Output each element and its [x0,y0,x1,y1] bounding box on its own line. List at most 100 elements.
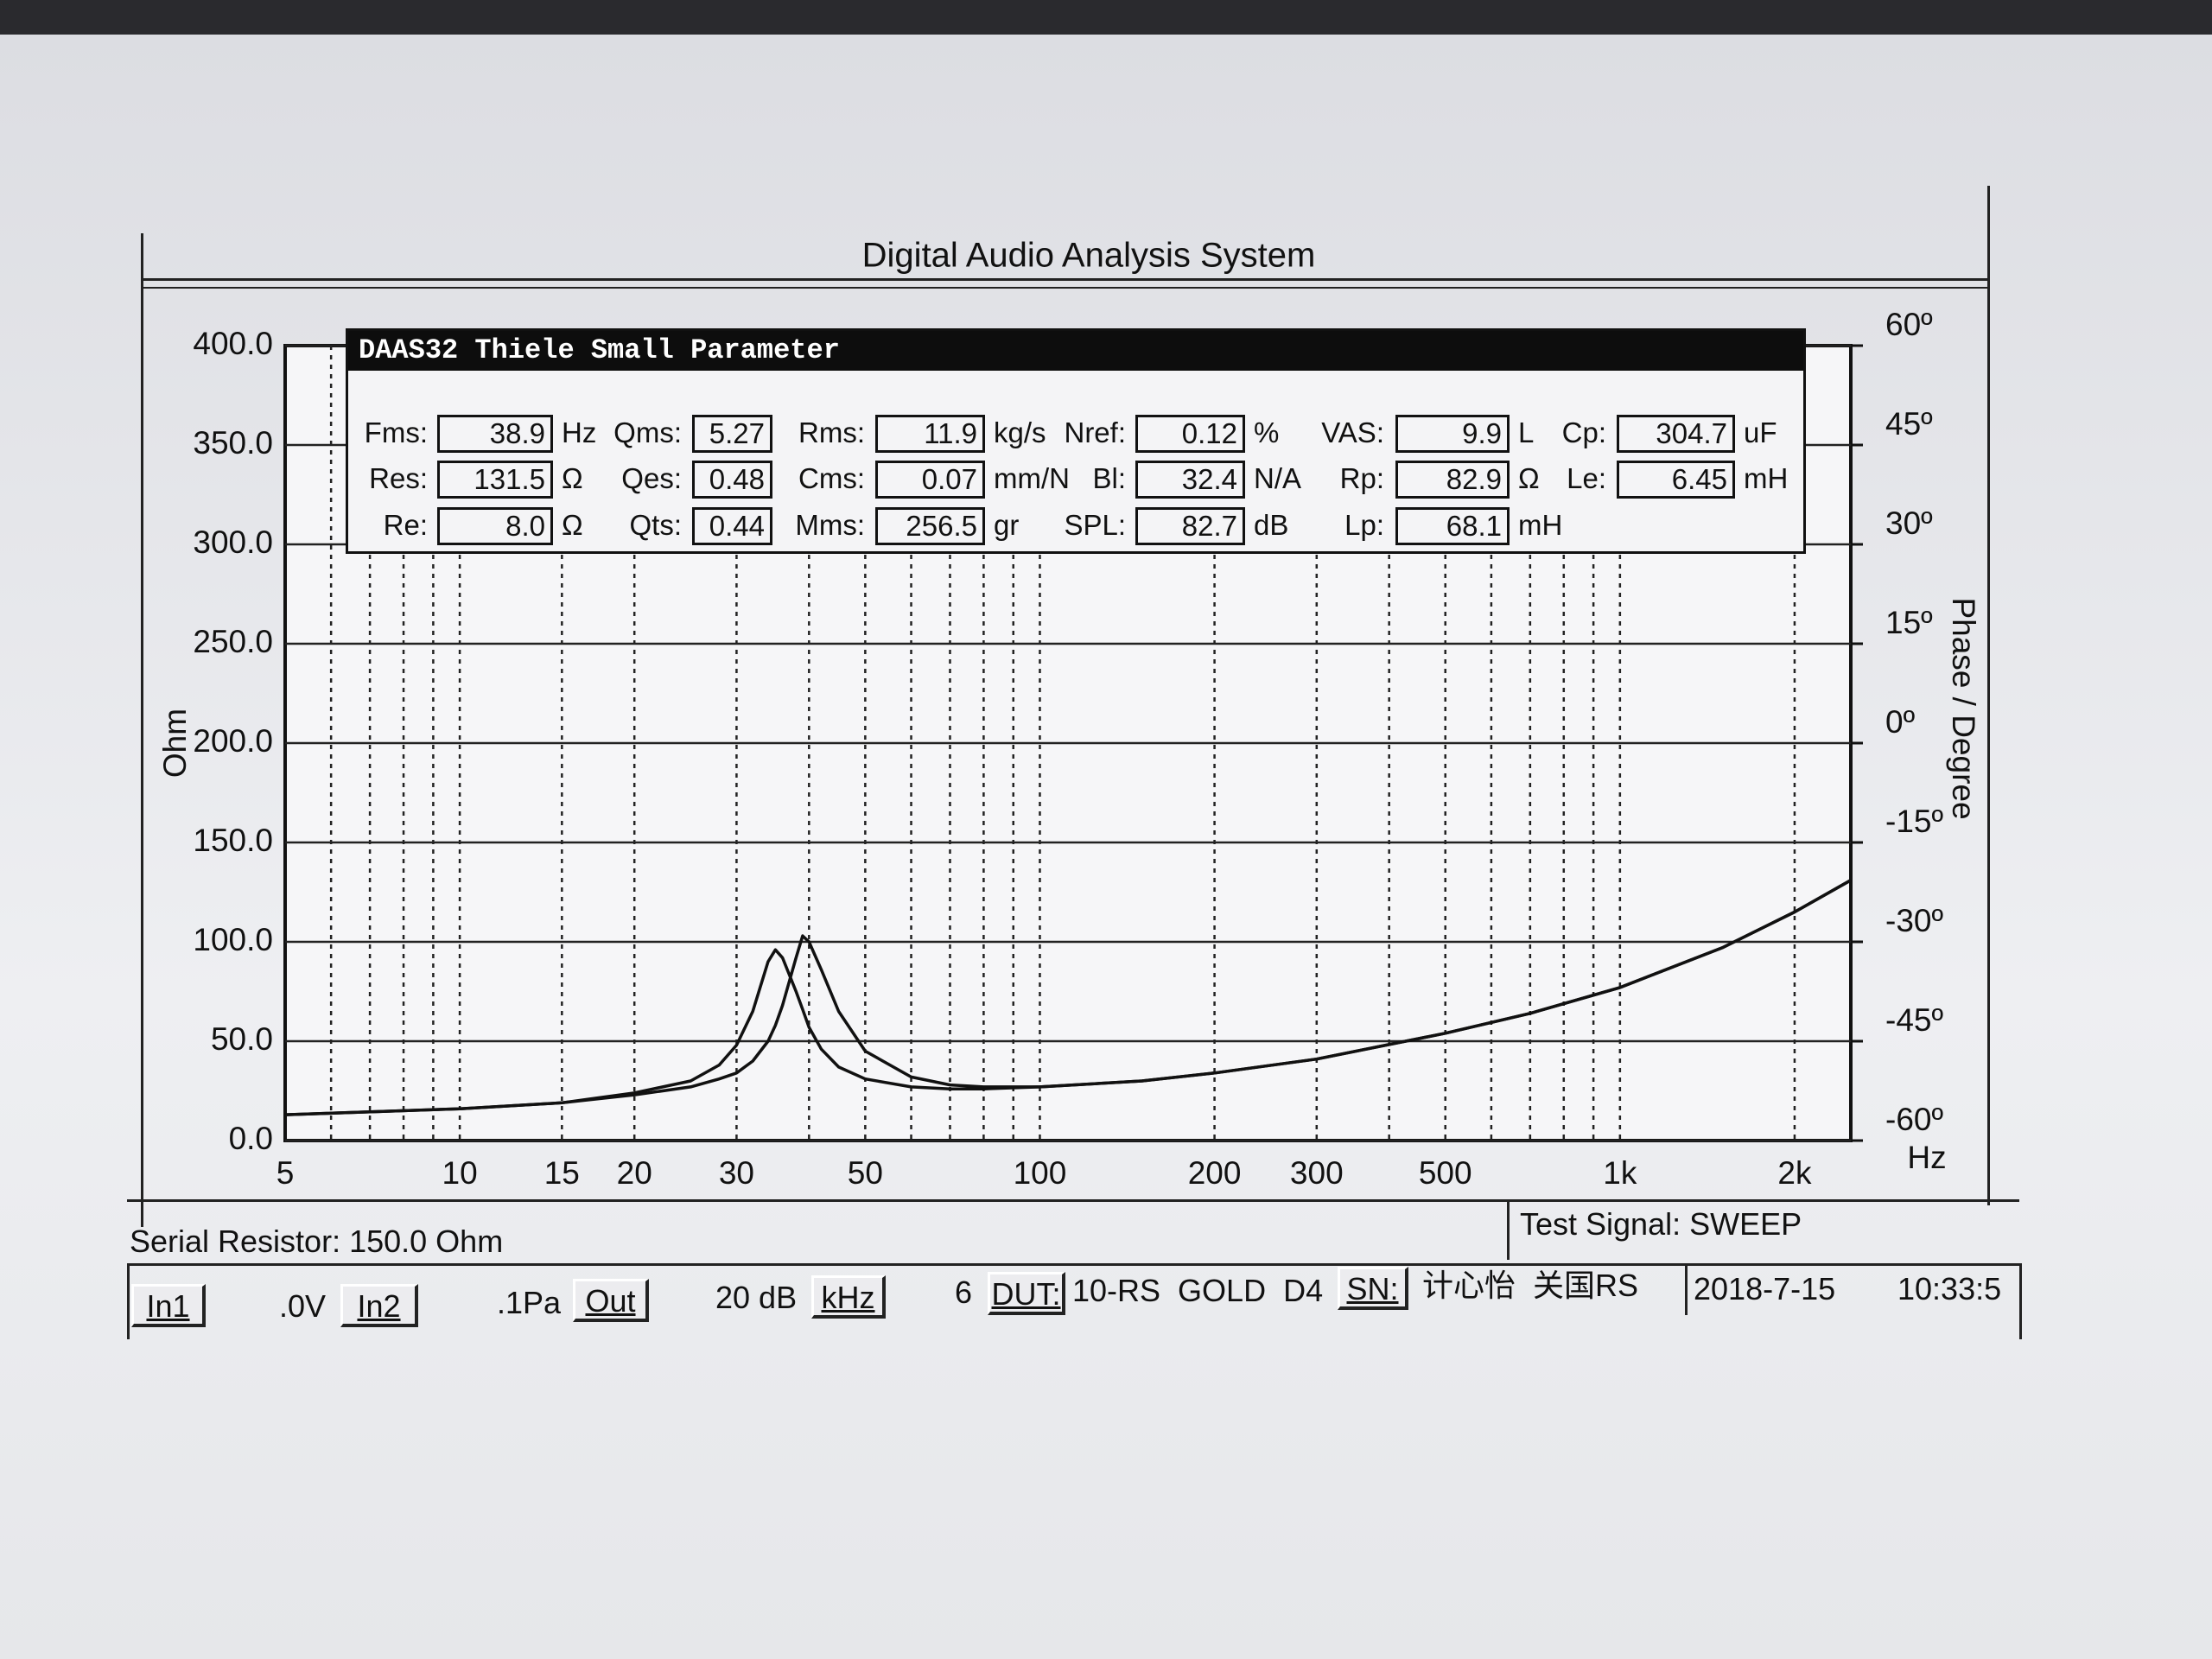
param-value: 38.9 [437,415,553,453]
serial-resistor: Serial Resistor: 150.0 Ohm [130,1224,504,1259]
x-tick-label: 10 [442,1155,478,1191]
title-rule [141,287,1990,289]
y-tick-label: 0.0 [229,1121,273,1156]
time: 10:33:5 [1897,1271,2002,1306]
param-value: 0.44 [692,507,772,545]
in1-button: In1 [131,1284,206,1327]
x-tick-label: 200 [1188,1155,1242,1191]
param-value: 68.1 [1395,507,1510,545]
status-rule [127,1199,2019,1202]
param-label: Re: [383,509,428,541]
x-tick-label: 20 [617,1155,652,1191]
param-label: Nref: [1064,416,1126,448]
param-label: Cp: [1561,416,1606,448]
y2-tick-label: 45º [1885,406,1933,442]
param-value: 8.0 [437,507,553,545]
param-label: Qts: [629,509,682,541]
dut-value: 10-RS GOLD D4 [1072,1273,1324,1308]
param-label: Qms: [613,416,682,448]
date: 2018-7-15 [1694,1271,1836,1306]
sn-value: 计心怡 关国RS [1422,1268,1639,1303]
param-label: Lp: [1344,509,1384,541]
y2-tick-label: -15º [1885,804,1943,839]
x-tick-label: 300 [1290,1155,1344,1191]
x-tick-label: 15 [544,1155,580,1191]
param-unit: Ω [562,462,583,494]
y2-tick-label: -60º [1885,1102,1943,1137]
parameter-panel: DAAS32 Thiele Small Parameter Fms: 38.9 Hz… [346,328,1806,554]
impedance-curve [284,879,1852,1116]
y2-tick-label: 0º [1885,704,1916,740]
param-value: 0.48 [692,461,772,499]
param-label: Fms: [364,416,428,448]
y-tick-label: 100.0 [193,922,273,957]
x-tick-label: 1k [1603,1155,1637,1191]
param-unit: % [1254,416,1280,448]
param-unit: L [1518,416,1535,448]
dut-button: DUT: [988,1272,1065,1315]
param-unit: N/A [1254,462,1302,494]
khz-value: 6 [955,1274,973,1310]
param-unit: gr [994,509,1020,541]
status-divider [1507,1199,1510,1260]
param-value: 82.7 [1135,507,1245,545]
param-unit: mH [1744,462,1789,494]
param-unit: uF [1744,416,1777,448]
y2-tick-label: 30º [1885,505,1933,541]
y-tick-label: 150.0 [193,823,273,858]
param-unit: Ω [562,509,583,541]
y-tick-label: 50.0 [211,1021,273,1057]
param-label: Res: [369,462,428,494]
in2-button: In2 [340,1284,418,1327]
x-tick-label: 2k [1777,1155,1812,1191]
x-tick-label: 30 [719,1155,754,1191]
parameter-title: DAAS32 Thiele Small Parameter [348,331,1803,371]
x-tick-label: 100 [1014,1155,1067,1191]
out-button: Out [573,1279,649,1322]
param-unit: kg/s [994,416,1046,448]
param-label: Le: [1567,462,1606,494]
param-label: Mms: [795,509,865,541]
param-label: Cms: [798,462,865,494]
param-unit: Ω [1518,462,1540,494]
y-tick-label: 250.0 [193,624,273,659]
param-value: 11.9 [875,415,985,453]
param-value: 304.7 [1617,415,1735,453]
in1-level: .0V [279,1288,327,1324]
status-divider [127,1263,130,1339]
y-tick-label: 300.0 [193,524,273,560]
frame-left [141,233,143,1227]
y-axis-label: Ohm [157,709,193,778]
param-value: 5.27 [692,415,772,453]
param-value: 0.12 [1135,415,1245,453]
param-label: Bl: [1092,462,1126,494]
frame-right [1987,186,1990,1205]
param-label: VAS: [1321,416,1384,448]
param-value: 9.9 [1395,415,1510,453]
chart-title: Digital Audio Analysis System [862,237,1316,275]
param-value: 32.4 [1135,461,1245,499]
param-value: 0.07 [875,461,985,499]
status-divider [2019,1263,2022,1339]
khz-button: kHz [811,1275,886,1319]
in2-level: .1Pa [497,1285,562,1320]
y-tick-label: 350.0 [193,425,273,461]
param-unit: dB [1254,509,1289,541]
status-rule [127,1263,2019,1266]
sn-button: SN: [1338,1267,1408,1310]
param-label: SPL: [1064,509,1126,541]
param-label: Rms: [798,416,865,448]
param-label: Rp: [1339,462,1384,494]
param-value: 131.5 [437,461,553,499]
x-tick-label: 5 [276,1155,295,1191]
param-unit: mm/N [994,462,1070,494]
param-unit: mH [1518,509,1563,541]
y2-tick-label: 15º [1885,605,1933,640]
out-level: 20 dB [715,1280,798,1315]
title-rule [141,278,1990,281]
x-tick-label: 50 [848,1155,883,1191]
param-value: 6.45 [1617,461,1735,499]
status-divider [1685,1263,1688,1315]
